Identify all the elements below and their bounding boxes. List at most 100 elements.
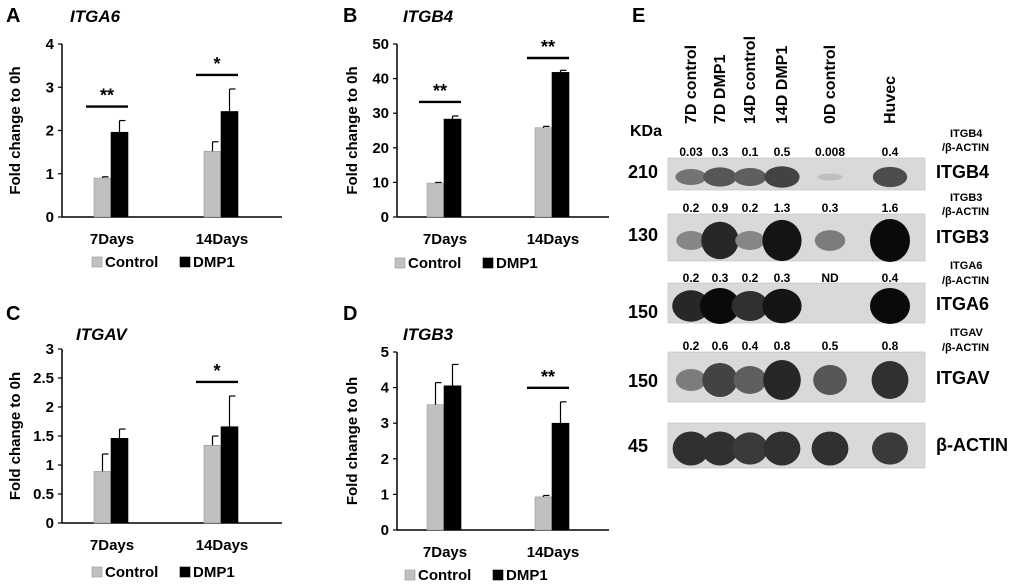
- y-tick-label: 20: [372, 140, 389, 157]
- blot-band: [703, 167, 737, 187]
- ratio-value: 0.8: [882, 339, 899, 353]
- blot-band: [872, 432, 908, 465]
- blot-band: [700, 288, 740, 324]
- kda-marker: 45: [628, 436, 648, 456]
- legend-swatch-dmp1: [179, 256, 191, 268]
- ratio-value: 0.4: [882, 271, 899, 285]
- y-tick-label: 2: [381, 451, 389, 468]
- blot-row-itga6: 150 0.2 0.3 0.2 0.3 ND 0.4 ITGA6/β-ACTIN ITGA6: [628, 260, 989, 324]
- blot-band: [701, 431, 739, 466]
- y-tick-label: 0: [381, 209, 389, 226]
- significance-marker: **: [433, 81, 447, 101]
- y-tick-label: 3: [46, 79, 54, 96]
- chart-panel-c: C ITGAV Fold change to 0h 0 0.5 1 1.5 2 2.5 3 7Day…: [6, 303, 282, 581]
- bar-dmp1: [220, 426, 239, 524]
- significance-marker: *: [213, 361, 220, 381]
- x-tick-label: 14Days: [196, 231, 249, 248]
- chart-title: ITGA6: [70, 7, 121, 26]
- x-tick-label: 7Days: [423, 544, 467, 561]
- ratio-label-bottom: /β-ACTIN: [942, 342, 989, 354]
- bar-dmp1: [443, 385, 462, 531]
- bar-control: [93, 177, 112, 218]
- lane-label: 0D control: [822, 45, 839, 124]
- significance-marker: **: [100, 86, 114, 106]
- bar-dmp1: [551, 72, 570, 218]
- protein-name: ITGB4: [936, 162, 989, 182]
- protein-name: ITGB3: [936, 227, 989, 247]
- lane-label: Huvec: [882, 76, 899, 124]
- blot-band: [870, 219, 910, 262]
- lane-label: 7D DMP1: [712, 55, 729, 124]
- panel-letter: B: [343, 5, 357, 27]
- panel-letter: D: [343, 303, 357, 325]
- y-axis-label: Fold change to 0h: [344, 377, 361, 505]
- blot-band: [672, 431, 710, 466]
- ratio-value: 0.4: [742, 339, 759, 353]
- x-tick-label: 7Days: [90, 537, 134, 554]
- blot-band: [735, 231, 765, 250]
- y-axis-label: Fold change to 0h: [344, 66, 361, 194]
- blot-band: [672, 290, 710, 322]
- bar-dmp1: [220, 111, 239, 218]
- blot-band: [762, 288, 802, 324]
- ratio-label-top: ITGAV: [950, 327, 983, 339]
- legend-swatch-control: [394, 257, 406, 269]
- legend-label: DMP1: [193, 254, 235, 271]
- y-tick-label: 2.5: [33, 370, 54, 387]
- legend-label: DMP1: [496, 255, 538, 272]
- blot-band: [814, 230, 846, 251]
- y-tick-label: 3: [46, 341, 54, 358]
- legend-swatch-dmp1: [492, 569, 504, 581]
- y-axis-label: Fold change to 0h: [7, 66, 24, 194]
- chart-title: ITGB3: [403, 325, 454, 344]
- ratio-label-top: ITGB4: [950, 128, 983, 140]
- ratio-value: 0.03: [679, 145, 703, 159]
- chart-panel-d: D ITGB3 Fold change to 0h 0 1 2 3 4 5 7Days 14Days…: [343, 303, 609, 584]
- ratio-label-bottom: /β-ACTIN: [942, 206, 989, 218]
- ratio-value: 0.3: [822, 201, 839, 215]
- blot-row-itgb4: 210 0.03 0.3 0.1 0.5 0.008 0.4 ITGB4/β-ACTIN ITG…: [628, 128, 989, 191]
- ratio-value: 1.3: [774, 201, 791, 215]
- chart-panel-a: A ITGA6 Fold change to 0h 0 1 2 3 4 7Days ** 14Day…: [6, 5, 282, 271]
- y-tick-label: 0: [46, 515, 54, 532]
- y-tick-label: 3: [381, 415, 389, 432]
- bar-control: [534, 496, 553, 531]
- x-tick-label: 7Days: [90, 231, 134, 248]
- blot-band: [763, 431, 801, 466]
- ratio-value: ND: [821, 271, 839, 285]
- blot-band: [733, 167, 767, 187]
- legend-label: Control: [418, 567, 471, 584]
- significance-marker: *: [213, 54, 220, 74]
- chart-title: ITGB4: [403, 7, 454, 26]
- blot-band: [732, 432, 768, 465]
- y-tick-label: 1: [46, 166, 54, 183]
- significance-marker: **: [541, 37, 555, 57]
- blot-band: [702, 363, 738, 397]
- y-tick-label: 30: [372, 105, 389, 122]
- blot-band: [817, 173, 843, 181]
- lane-label: 7D control: [683, 45, 700, 124]
- panel-letter: A: [6, 5, 20, 27]
- ratio-value: 0.3: [712, 145, 729, 159]
- bar-control: [93, 471, 112, 524]
- x-tick-label: 14Days: [527, 544, 580, 561]
- bar-control: [426, 182, 445, 218]
- blot-row-itgav: 150 0.2 0.6 0.4 0.8 0.5 0.8 ITGAV/β-ACTIN ITGAV: [628, 327, 990, 403]
- blot-band: [762, 219, 802, 262]
- blot-row--actin: 45 β-ACTIN: [628, 422, 1008, 469]
- lane-label: 14D control: [742, 36, 759, 124]
- legend-swatch-control: [91, 566, 103, 578]
- ratio-value: 0.1: [742, 145, 759, 159]
- ratio-value: 0.4: [882, 145, 899, 159]
- legend-swatch-control: [404, 569, 416, 581]
- ratio-value: 0.2: [683, 271, 700, 285]
- y-tick-label: 5: [381, 344, 389, 361]
- ratio-value: 0.9: [712, 201, 729, 215]
- ratio-label-top: ITGA6: [950, 260, 982, 272]
- bar-control: [203, 444, 222, 524]
- kda-marker: 130: [628, 225, 658, 245]
- blot-band: [731, 291, 769, 321]
- x-tick-label: 14Days: [527, 231, 580, 248]
- ratio-value: 0.2: [742, 271, 759, 285]
- chart-panel-b: B ITGB4 Fold change to 0h 0 10 20 30 40 50 7Days *…: [343, 5, 609, 272]
